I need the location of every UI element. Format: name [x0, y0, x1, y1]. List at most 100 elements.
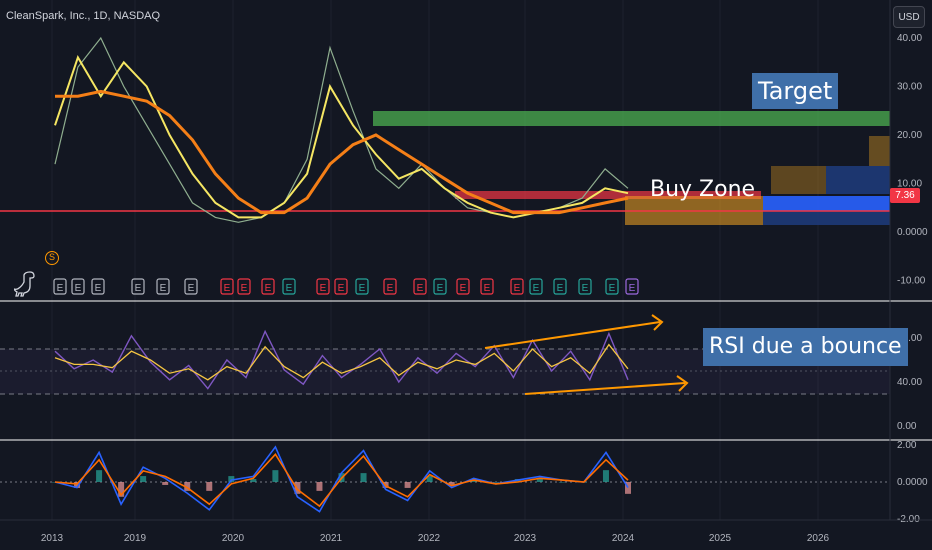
earnings-marker[interactable]: E: [529, 278, 543, 295]
time-axis-label: 2013: [41, 533, 64, 544]
svg-text:E: E: [460, 283, 467, 294]
price-axis-label: 10.00: [897, 179, 922, 190]
svg-text:E: E: [338, 283, 345, 294]
volume-profile-block-4: [763, 211, 890, 225]
earnings-marker[interactable]: E: [578, 278, 592, 295]
time-axis-label: 2020: [222, 533, 245, 544]
macd-histogram-bar: [74, 482, 81, 488]
macd-histogram-bar: [536, 479, 543, 482]
svg-text:E: E: [484, 283, 491, 294]
volume-profile-block-2: [826, 166, 890, 194]
macd-histogram-bar: [426, 476, 433, 482]
earnings-marker[interactable]: E: [282, 278, 296, 295]
macd-line: [54, 445, 629, 513]
earnings-marker[interactable]: E: [480, 278, 494, 295]
earnings-marker[interactable]: E: [510, 278, 524, 295]
macd-histogram-bar: [602, 470, 609, 482]
macd-histogram-bar: [360, 473, 367, 482]
earnings-marker[interactable]: E: [237, 278, 251, 295]
volume-profile-block-3: [763, 196, 890, 211]
resistance-band: [455, 191, 761, 199]
rsi-trend-arrowhead-lower: [676, 375, 689, 392]
last-price-badge: 7.36: [890, 188, 920, 203]
earnings-marker[interactable]: E: [131, 278, 145, 295]
macd-axis-label: 0.0000: [897, 477, 928, 488]
time-axis-label: 2023: [514, 533, 537, 544]
macd-histogram-bar: [492, 482, 499, 483]
earnings-marker[interactable]: E: [316, 278, 330, 295]
earnings-marker[interactable]: E: [456, 278, 470, 295]
price-axis-label: 40.00: [897, 33, 922, 44]
macd-histogram-bar: [96, 470, 103, 482]
svg-text:E: E: [417, 283, 424, 294]
earnings-marker[interactable]: E: [553, 278, 567, 295]
earnings-marker[interactable]: E: [383, 278, 397, 295]
svg-text:E: E: [629, 283, 636, 294]
volume-profile-block-1: [771, 166, 826, 194]
rsi-moving-average: [54, 343, 629, 381]
time-axis-label: 2022: [418, 533, 441, 544]
svg-text:E: E: [359, 283, 366, 294]
macd-histogram-bar: [140, 476, 147, 482]
macd-axis-label: 2.00: [897, 440, 917, 451]
macd-histogram-bar: [206, 482, 213, 491]
svg-text:E: E: [286, 283, 293, 294]
earnings-marker[interactable]: E: [91, 278, 105, 295]
rsi-axis-labels: 80.00 40.00 0.00: [897, 333, 922, 432]
earnings-marker[interactable]: E: [605, 278, 619, 295]
price-axis-label: 30.00: [897, 82, 922, 93]
rsi-axis-label: 0.00: [897, 421, 917, 432]
svg-text:E: E: [57, 283, 64, 294]
currency-button[interactable]: USD: [893, 6, 925, 28]
earnings-marker[interactable]: E: [625, 278, 639, 295]
earnings-marker[interactable]: E: [184, 278, 198, 295]
macd-histogram: [52, 470, 631, 497]
macd-histogram-bar: [294, 482, 301, 494]
earnings-marker[interactable]: E: [53, 278, 67, 295]
time-axis-label: 2019: [124, 533, 147, 544]
macd-histogram-bar: [162, 482, 169, 485]
macd-histogram-bar: [184, 482, 191, 491]
symbol-header[interactable]: CleanSpark, Inc., 1D, NASDAQ: [6, 10, 161, 22]
svg-text:E: E: [582, 283, 589, 294]
price-pane[interactable]: 40.00 30.00 20.00 10.00 0.0000 -10.00: [0, 33, 928, 287]
rsi-trend-arrowhead-upper: [651, 314, 664, 331]
time-axis-label: 2026: [807, 533, 830, 544]
buy-zone-annotation[interactable]: Buy Zone: [650, 177, 756, 202]
macd-histogram-bar: [272, 470, 279, 482]
macd-pane[interactable]: 2.000.0000-2.00: [0, 440, 928, 525]
svg-text:E: E: [557, 283, 564, 294]
earnings-marker[interactable]: E: [261, 278, 275, 295]
price-axis-label: 0.0000: [897, 227, 928, 238]
earnings-marker[interactable]: E: [334, 278, 348, 295]
svg-text:E: E: [241, 283, 248, 294]
svg-text:E: E: [265, 283, 272, 294]
time-axis-labels[interactable]: 2013 2019 2020 2021 2022 2023 2024 2025 2026: [41, 533, 830, 544]
svg-text:E: E: [387, 283, 394, 294]
macd-histogram-bar: [404, 482, 411, 488]
target-zone: [373, 111, 890, 126]
earnings-marker[interactable]: E: [71, 278, 85, 295]
earnings-marker[interactable]: E: [220, 278, 234, 295]
earnings-marker[interactable]: E: [413, 278, 427, 295]
time-axis-label: 2025: [709, 533, 732, 544]
dividend-badge[interactable]: S: [45, 251, 59, 265]
svg-text:E: E: [224, 283, 231, 294]
macd-histogram-bar: [228, 476, 235, 482]
rsi-axis-label: 80.00: [897, 333, 922, 344]
svg-text:E: E: [514, 283, 521, 294]
target-annotation[interactable]: Target: [752, 73, 839, 109]
earnings-marker[interactable]: E: [156, 278, 170, 295]
macd-histogram-bar: [118, 482, 125, 497]
moving-average-slow: [55, 89, 629, 215]
time-axis-label: 2024: [612, 533, 635, 544]
rsi-annotation[interactable]: RSI due a bounce: [703, 328, 908, 366]
signal-line: [54, 452, 629, 508]
dinosaur-icon[interactable]: [14, 270, 38, 298]
volume-profile-block-5: [869, 136, 890, 166]
earnings-marker[interactable]: E: [355, 278, 369, 295]
macd-histogram-bar: [316, 482, 323, 491]
earnings-marker[interactable]: E: [433, 278, 447, 295]
price-axis-label: 20.00: [897, 130, 922, 141]
